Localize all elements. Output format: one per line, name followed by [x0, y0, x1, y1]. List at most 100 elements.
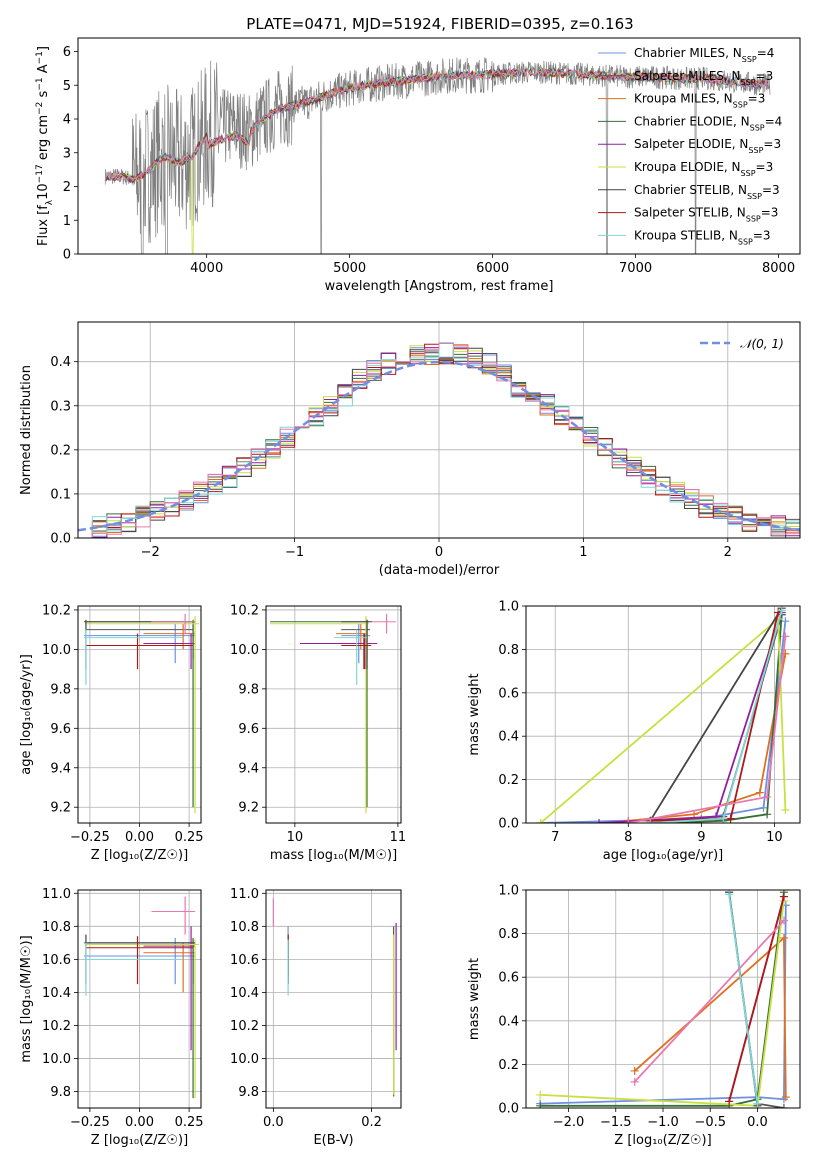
errorbar-point	[85, 939, 200, 1099]
x-tick-label: 0	[435, 545, 443, 560]
legend-label-main: Salpeter ELODIE, N	[634, 137, 748, 151]
y-tick-label: 10.0	[42, 1052, 71, 1067]
panel-mass-vs-Z: −0.25 0.00 0.25 9.8 10.0 10.2 10.4 10.6 10.8 11.0…	[19, 887, 204, 1148]
y-tick-label: 1.0	[498, 600, 519, 615]
x-tick-label: 6000	[476, 261, 509, 276]
y-axis-label: mass [log₁₀(M/M☉)]	[19, 935, 34, 1062]
y-tick-label: 9.6	[238, 722, 259, 737]
y-axis-label-part: 10	[36, 183, 51, 200]
weight-marker	[781, 632, 790, 641]
y-axis-label: mass weight	[467, 673, 482, 755]
legend-label-suffix: =3	[763, 137, 781, 151]
y-tick-label: 10.8	[42, 920, 71, 935]
legend-label-sub: SSP	[741, 77, 756, 86]
y-tick-label: 0.0	[498, 817, 519, 832]
y-axis-label-part: −1	[35, 77, 45, 90]
x-tick-label: 5000	[333, 261, 366, 276]
y-axis-label-part: ]	[36, 46, 51, 51]
weight-line	[728, 896, 785, 1102]
legend-label-sub: SSP	[746, 214, 761, 223]
y-tick-label: 0.0	[498, 1102, 519, 1117]
y-axis-label: Normed distribution	[19, 365, 34, 495]
x-tick-label: 10	[287, 830, 304, 845]
histogram-series	[91, 342, 800, 538]
x-tick-label: 2	[724, 545, 732, 560]
x-tick-label: 0.00	[125, 1115, 154, 1130]
legend-label: Chabrier STELIB, NSSP=3	[634, 183, 780, 201]
y-tick-label: 9.8	[238, 682, 259, 697]
legend-label-main: Kroupa STELIB, N	[634, 228, 738, 242]
legend-label-sub: SSP	[741, 169, 756, 178]
plot-area	[83, 613, 200, 814]
legend-label-suffix: =3	[748, 92, 766, 106]
x-axis-label: Z [log₁₀(Z/Z☉)]	[614, 1133, 711, 1148]
weight-marker	[536, 819, 545, 823]
legend-label-sub: SSP	[748, 146, 763, 155]
weight-line	[540, 900, 785, 1107]
legend-label-main: Chabrier ELODIE, N	[634, 114, 750, 128]
weight-marker	[753, 1099, 762, 1108]
errorbar-point	[85, 619, 196, 670]
y-tick-label: 6	[63, 45, 71, 60]
y-tick-label: 0	[63, 248, 71, 263]
y-axis-label: age [log₁₀(age/yr)]	[19, 654, 34, 775]
x-axis-label: Z [log₁₀(Z/Z☉)]	[91, 848, 188, 863]
legend-label: Salpeter ELODIE, NSSP=3	[634, 137, 781, 155]
plot-area	[536, 890, 790, 1108]
y-axis-label-part: −2	[35, 102, 45, 115]
y-tick-label: 0.8	[498, 643, 519, 658]
errorbar-point	[85, 633, 194, 670]
weight-marker	[536, 1101, 545, 1108]
errorbar-point	[151, 613, 196, 634]
weight-marker	[763, 792, 772, 801]
legend-label-main: Salpeter STELIB, N	[634, 206, 746, 220]
y-tick-label: 10.0	[230, 643, 259, 658]
y-axis-label-part: erg cm	[36, 115, 51, 164]
x-tick-label: 7	[551, 830, 559, 845]
y-tick-label: 4	[63, 113, 71, 128]
legend-label-suffix: =4	[765, 114, 783, 128]
x-axis-label: (data-model)/error	[379, 563, 500, 578]
x-tick-label: −1.0	[647, 1115, 679, 1130]
x-tick-label: −0.5	[694, 1115, 726, 1130]
y-tick-label: 1.0	[498, 884, 519, 899]
x-tick-label: 4000	[190, 261, 223, 276]
weight-marker	[624, 819, 633, 823]
errorbar-point	[143, 942, 196, 993]
x-axis-label: Z [log₁₀(Z/Z☉)]	[91, 1133, 188, 1148]
weight-marker	[630, 1066, 639, 1075]
plot-area	[272, 898, 397, 1097]
x-tick-label: 8000	[762, 261, 795, 276]
x-tick-label: −1.5	[600, 1115, 632, 1130]
x-tick-label: 9	[697, 830, 705, 845]
y-axis-label-part: A	[36, 64, 51, 77]
weight-marker	[779, 933, 788, 942]
axes-frame	[77, 37, 801, 255]
axes-frame	[525, 889, 801, 1109]
weight-line	[728, 894, 759, 1104]
y-tick-label: 10.2	[42, 1019, 71, 1034]
errorbar-point	[341, 619, 373, 670]
x-tick-label: 0.0	[747, 1115, 768, 1130]
errorbar-point	[143, 926, 196, 1051]
legend-label: Salpeter STELIB, NSSP=3	[634, 206, 778, 224]
errorbar-point	[83, 942, 184, 996]
x-tick-label: −0.25	[70, 1115, 110, 1130]
legend-label: Salpeter MILES, NSSP=3	[634, 69, 773, 87]
axes-frame	[77, 605, 202, 824]
weight-line	[540, 621, 787, 823]
x-tick-label: 0.2	[361, 1115, 382, 1130]
x-tick-label: 0.25	[175, 830, 204, 845]
y-axis-label-part: −1	[35, 51, 45, 64]
y-tick-label: 9.2	[238, 801, 259, 816]
y-tick-label: 10.6	[230, 953, 259, 968]
y-tick-label: 1	[63, 214, 71, 229]
errorbar-point	[372, 613, 396, 634]
x-axis-label: age [log₁₀(age/yr)]	[603, 848, 724, 863]
y-tick-label: 10.2	[230, 1019, 259, 1034]
legend-label-suffix: =3	[762, 183, 780, 197]
weight-marker	[779, 1104, 788, 1108]
legend-label: 𝒩(0, 1)	[740, 337, 784, 351]
weight-marker	[725, 1097, 734, 1106]
